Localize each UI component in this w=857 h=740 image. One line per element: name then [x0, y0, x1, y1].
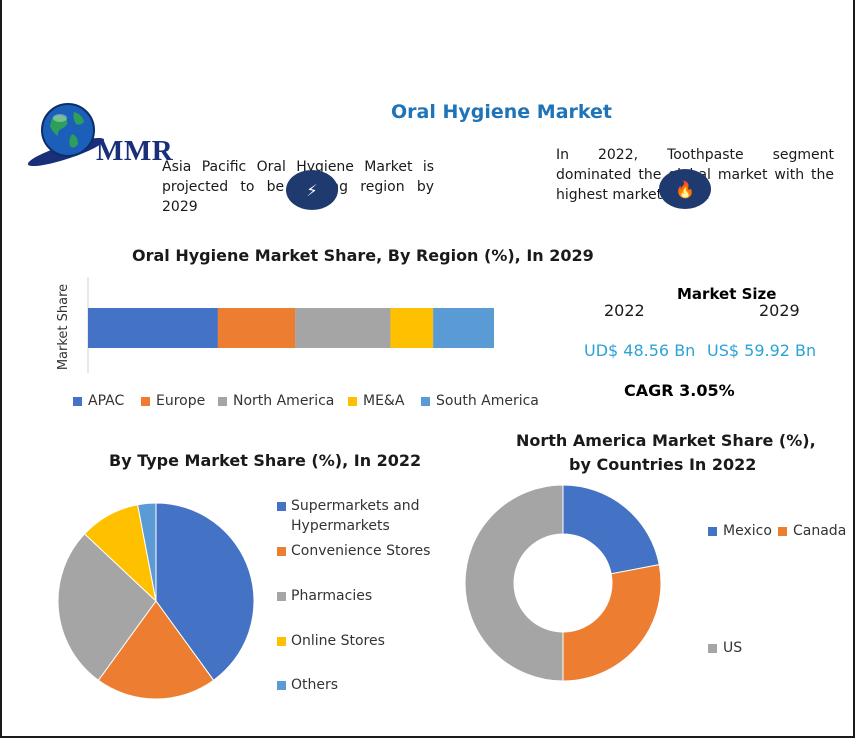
legend-swatch: [277, 502, 286, 511]
region-stacked-bar-chart: Market Share: [56, 277, 494, 373]
logo-text: MMR: [96, 135, 174, 167]
na-chart-title-line2: by Countries In 2022: [569, 455, 757, 474]
legend-label: South America: [436, 393, 539, 409]
legend-item-pharmacies: Pharmacies: [277, 586, 437, 606]
legend-swatch: [277, 592, 286, 601]
lightning-badge: ⚡: [286, 170, 338, 210]
slice-supermarkets-and-hypermarkets: [155, 502, 255, 681]
legend-label: Europe: [156, 393, 206, 409]
page-title: Oral Hygiene Market: [391, 101, 612, 123]
slice-pharmacies: [57, 533, 157, 681]
y-axis-label: Market Share: [56, 284, 71, 370]
market-size-title: Market Size: [677, 285, 777, 303]
legend-label: Canada: [793, 523, 847, 539]
globe-logo-icon: [27, 103, 105, 167]
slice-mexico: [562, 484, 660, 575]
bar-segment-south-america: [433, 308, 494, 348]
year-2022: 2022: [604, 301, 645, 320]
legend-item-us: US: [708, 640, 742, 656]
flame-icon: 🔥: [675, 179, 695, 199]
legend-swatch: [277, 547, 286, 556]
type-pie-chart: [57, 502, 255, 700]
na-donut-chart: [464, 484, 662, 682]
market-size-2029: US$ 59.92 Bn: [707, 341, 817, 360]
legend-swatch: [778, 526, 787, 536]
bar-segment-europe: [217, 308, 296, 348]
bar-segment-apac: [88, 308, 218, 348]
legend-swatch: [218, 396, 227, 406]
legend-swatch: [708, 643, 717, 653]
legend-item-apac: APAC: [73, 393, 124, 409]
slice-convenience-stores: [97, 600, 215, 700]
region-chart-title: Oral Hygiene Market Share, By Region (%)…: [132, 246, 594, 265]
slice-others: [137, 502, 157, 602]
legend-swatch: [277, 681, 286, 690]
legend-label: ME&A: [363, 393, 405, 409]
legend-swatch: [708, 526, 717, 536]
legend-item-north-america: North America: [218, 393, 334, 409]
legend-item-convenience-stores: Convenience Stores: [277, 541, 437, 561]
legend-item-me-a: ME&A: [348, 393, 404, 409]
legend-item-supermarkets-and-hypermarkets: Supermarkets and Hypermarkets: [277, 496, 437, 536]
slice-canada: [562, 564, 662, 682]
legend-item-canada: Canada: [778, 523, 846, 539]
legend-swatch: [421, 396, 430, 406]
legend-item-mexico: Mexico: [708, 523, 772, 539]
legend-label: Mexico: [723, 523, 772, 539]
slice-us: [464, 484, 564, 682]
legend-label: US: [723, 640, 743, 656]
na-chart-title-line1: North America Market Share (%),: [516, 431, 816, 450]
legend-label: Pharmacies: [291, 588, 373, 604]
clipped-top-text: [0, 0, 857, 5]
legend-swatch: [73, 396, 82, 406]
type-chart-title: By Type Market Share (%), In 2022: [109, 451, 422, 470]
legend-label: North America: [233, 393, 335, 409]
flame-badge: 🔥: [659, 169, 711, 209]
legend-label: Supermarkets and Hypermarkets: [291, 498, 420, 534]
mmr-logo: [24, 100, 184, 170]
legend-item-europe: Europe: [141, 393, 205, 409]
cagr-value: CAGR 3.05%: [624, 381, 735, 400]
legend-swatch: [348, 396, 357, 406]
legend-item-online-stores: Online Stores: [277, 631, 437, 651]
bar-segment-me-a: [390, 308, 434, 348]
legend-label: Convenience Stores: [291, 543, 431, 559]
legend-item-south-america: South America: [421, 393, 539, 409]
legend-label: Others: [291, 677, 339, 693]
legend-item-others: Others: [277, 675, 437, 695]
legend-swatch: [141, 396, 150, 406]
legend-label: Online Stores: [291, 633, 385, 649]
legend-label: APAC: [88, 393, 125, 409]
legend-swatch: [277, 637, 286, 646]
lightning-icon: ⚡: [306, 180, 318, 200]
market-size-2022: UD$ 48.56 Bn: [584, 341, 696, 360]
bar-segment-north-america: [295, 308, 391, 348]
year-2029: 2029: [759, 301, 800, 320]
